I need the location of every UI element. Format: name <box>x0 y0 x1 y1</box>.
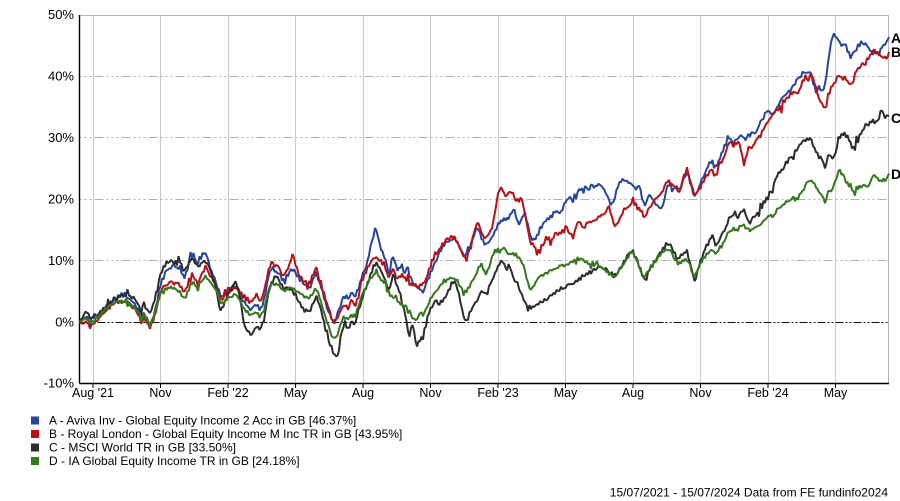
svg-text:C - MSCI World TR in GB [33.50: C - MSCI World TR in GB [33.50%] <box>49 441 236 455</box>
svg-text:May: May <box>824 386 848 400</box>
svg-text:50%: 50% <box>48 7 74 22</box>
svg-text:C: C <box>891 110 900 126</box>
svg-text:20%: 20% <box>48 192 74 207</box>
svg-text:15/07/2021 - 15/07/2024 Data f: 15/07/2021 - 15/07/2024 Data from FE fun… <box>610 486 889 500</box>
svg-text:May: May <box>554 386 578 400</box>
svg-text:Aug '21: Aug '21 <box>72 386 114 400</box>
svg-text:Nov: Nov <box>149 386 172 400</box>
svg-text:0%: 0% <box>55 314 74 329</box>
svg-text:D: D <box>891 166 900 182</box>
svg-text:B: B <box>891 44 900 60</box>
svg-text:A: A <box>891 30 900 46</box>
svg-text:Aug: Aug <box>622 386 644 400</box>
svg-text:Feb '23: Feb '23 <box>477 386 518 400</box>
svg-text:D - IA Global Equity Income TR: D - IA Global Equity Income TR in GB [24… <box>49 454 300 468</box>
svg-text:B - Royal London - Global Equi: B - Royal London - Global Equity Income … <box>49 427 402 441</box>
svg-text:May: May <box>284 386 308 400</box>
svg-text:A - Aviva Inv - Global Equity: A - Aviva Inv - Global Equity Income 2 A… <box>49 414 356 428</box>
svg-text:30%: 30% <box>48 130 74 145</box>
svg-text:Nov: Nov <box>419 386 442 400</box>
svg-text:40%: 40% <box>48 69 74 84</box>
svg-text:-10%: -10% <box>44 376 75 391</box>
svg-text:Nov: Nov <box>689 386 712 400</box>
svg-text:10%: 10% <box>48 253 74 268</box>
svg-text:Feb '22: Feb '22 <box>207 386 248 400</box>
svg-text:Feb '24: Feb '24 <box>747 386 788 400</box>
svg-text:Aug: Aug <box>352 386 374 400</box>
